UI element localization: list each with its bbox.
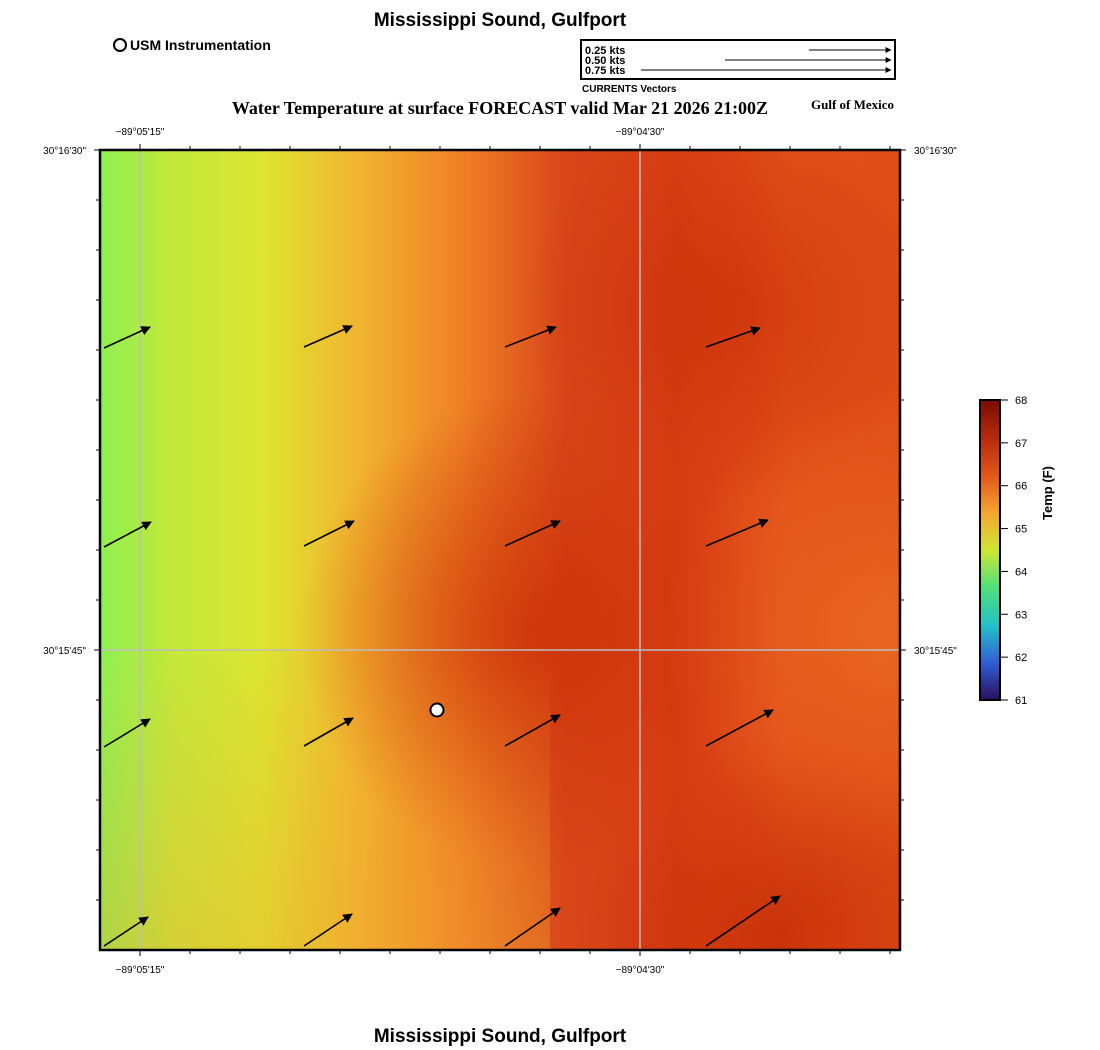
graticule <box>100 150 900 950</box>
current-vectors <box>103 325 781 947</box>
footer-title: Mississippi Sound, Gulfport <box>373 1026 627 1047</box>
current-vector <box>103 916 149 947</box>
frame-ticks <box>94 144 906 956</box>
colorbar: 61 62 63 64 65 66 67 68 <box>979 395 1027 707</box>
current-vector <box>103 326 151 349</box>
current-vector <box>705 709 774 747</box>
vector-caption: CURRENTS Vectors <box>582 84 677 95</box>
station-marker-icon <box>113 38 127 52</box>
vector-scale-legend: 0.25 kts 0.50 kts 0.75 kts <box>580 39 896 80</box>
vector-scale-label: 0.50 kts <box>585 55 625 67</box>
colorbar-tick-label: 65 <box>1015 524 1027 536</box>
vector-scale-label: 0.75 kts <box>585 65 625 77</box>
vector-scale-label: 0.25 kts <box>585 45 625 57</box>
station-legend-label: USM Instrumentation <box>130 37 271 53</box>
region-label: Gulf of Mexico <box>811 97 895 112</box>
lat-label-left-2: 30°15'45" <box>43 646 86 657</box>
map-subtitle: Water Temperature at surface FORECAST va… <box>231 98 769 118</box>
colorbar-tick-label: 66 <box>1015 481 1027 493</box>
colorbar-tick-label: 68 <box>1015 395 1027 407</box>
lat-label-right-2: 30°15'45" <box>914 646 957 657</box>
lon-label-top-2: −89°04'30" <box>616 127 665 138</box>
station-legend: USM Instrumentation <box>113 37 271 53</box>
current-vector <box>103 521 152 548</box>
lon-label-bottom-1: −89°05'15" <box>116 965 165 976</box>
station-marker[interactable] <box>429 702 445 718</box>
colorbar-tick-label: 67 <box>1015 438 1027 450</box>
lat-label-left-1: 30°16'30" <box>43 146 86 157</box>
colorbar-tick-label: 63 <box>1015 609 1027 621</box>
lon-label-bottom-2: −89°04'30" <box>616 965 665 976</box>
current-vector <box>303 325 353 348</box>
lat-label-right-1: 30°16'30" <box>914 146 957 157</box>
lon-label-top-1: −89°05'15" <box>116 127 165 138</box>
current-vector <box>303 520 355 547</box>
colorbar-tick-label: 64 <box>1015 566 1027 578</box>
current-vector <box>504 907 561 947</box>
colorbar-title: Temp (F) <box>1040 466 1055 520</box>
current-vector <box>504 714 561 747</box>
current-vector <box>103 718 151 748</box>
colorbar-tick-label: 61 <box>1015 695 1027 707</box>
map-title: Mississippi Sound, Gulfport <box>373 10 627 31</box>
colorbar-tick-label: 62 <box>1015 652 1027 664</box>
temperature-field <box>100 150 900 950</box>
current-vector <box>705 895 781 947</box>
current-vector <box>504 325 557 348</box>
current-vector <box>303 913 353 947</box>
current-vector <box>303 717 354 747</box>
current-vector <box>705 518 769 547</box>
current-vector <box>705 326 761 348</box>
current-vector <box>504 520 561 547</box>
